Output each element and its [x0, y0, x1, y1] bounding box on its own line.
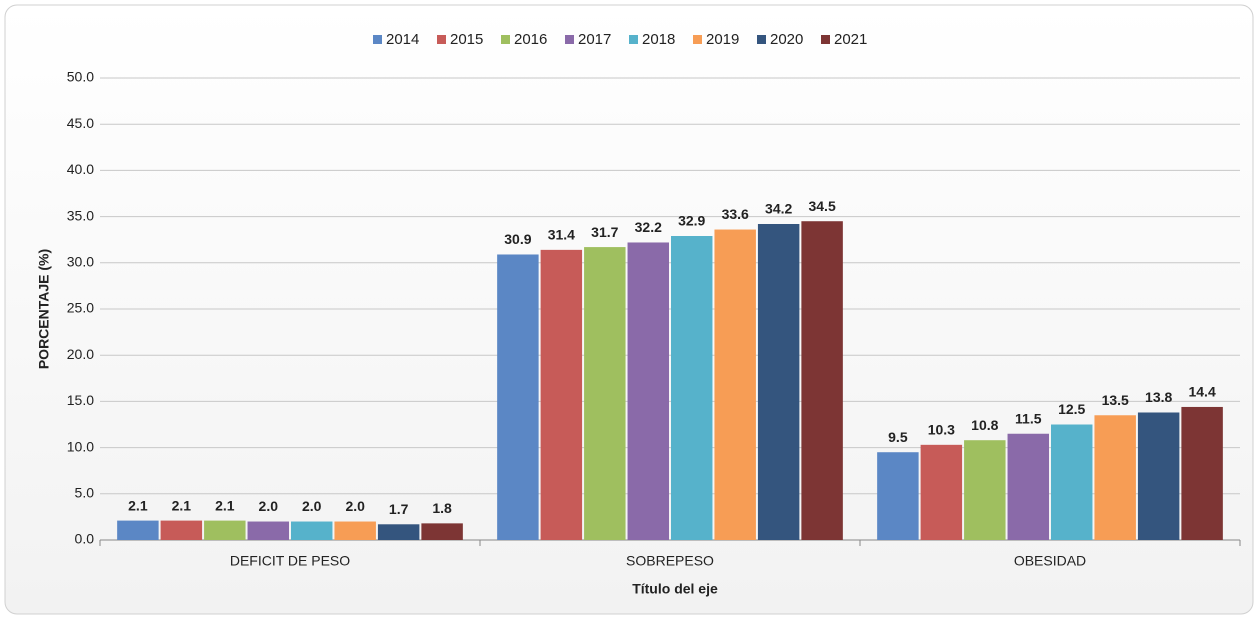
legend-label: 2018 [642, 31, 675, 48]
y-tick-label: 45.0 [67, 115, 94, 131]
value-label: 11.5 [1015, 410, 1042, 426]
value-label: 31.7 [591, 224, 618, 240]
value-label: 14.4 [1188, 384, 1215, 400]
x-tick-label: OBESIDAD [1014, 553, 1086, 569]
bar [1007, 433, 1049, 540]
value-label: 2.1 [172, 497, 192, 513]
value-label: 1.7 [389, 501, 409, 517]
y-tick-label: 50.0 [67, 69, 94, 85]
bar [801, 221, 843, 540]
bar [920, 444, 963, 540]
bar [964, 440, 1006, 540]
value-label: 2.1 [128, 497, 148, 513]
y-axis-title: PORCENTAJE (%) [36, 249, 52, 369]
legend-label: 2015 [450, 31, 483, 48]
legend-label: 2019 [706, 31, 739, 48]
bar [1137, 412, 1180, 540]
value-label: 32.2 [635, 219, 662, 235]
bar [757, 223, 800, 540]
legend-swatch [437, 35, 446, 44]
value-label: 12.5 [1058, 401, 1085, 417]
bar [497, 254, 539, 540]
bar [247, 521, 289, 540]
bar [714, 229, 756, 540]
y-tick-label: 10.0 [67, 438, 94, 454]
bar [117, 520, 159, 540]
value-label: 2.0 [345, 498, 365, 514]
legend-swatch [821, 35, 830, 44]
bar [584, 247, 626, 541]
bar [1094, 415, 1136, 540]
legend-label: 2014 [386, 31, 419, 48]
bar [1051, 424, 1093, 540]
bar [334, 521, 376, 540]
y-tick-label: 20.0 [67, 346, 94, 362]
value-label: 1.8 [432, 500, 452, 516]
y-tick-label: 30.0 [67, 254, 94, 270]
legend-label: 2021 [834, 31, 867, 48]
bar [627, 242, 669, 541]
bar [877, 452, 919, 540]
value-label: 10.8 [971, 417, 998, 433]
y-tick-label: 0.0 [75, 531, 95, 547]
bar [160, 520, 203, 540]
bar [291, 521, 333, 540]
bar [204, 520, 246, 540]
legend-swatch [629, 35, 638, 44]
bar [421, 523, 463, 540]
legend-swatch [757, 35, 766, 44]
y-tick-label: 35.0 [67, 207, 94, 223]
y-tick-label: 5.0 [75, 485, 95, 501]
value-label: 13.8 [1145, 389, 1172, 405]
value-label: 34.5 [808, 198, 835, 214]
value-label: 32.9 [678, 213, 705, 229]
x-tick-label: SOBREPESO [626, 553, 714, 569]
legend-swatch [373, 35, 382, 44]
y-tick-label: 40.0 [67, 161, 94, 177]
value-label: 13.5 [1102, 392, 1129, 408]
y-tick-label: 15.0 [67, 392, 94, 408]
bar [671, 236, 713, 540]
x-axis-title: Título del eje [632, 581, 718, 597]
legend-swatch [501, 35, 510, 44]
value-label: 33.6 [722, 206, 749, 222]
y-tick-label: 25.0 [67, 300, 94, 316]
legend-label: 2016 [514, 31, 547, 48]
value-label: 31.4 [548, 227, 575, 243]
legend-swatch [693, 35, 702, 44]
bar [1181, 406, 1223, 540]
value-label: 10.3 [928, 422, 955, 438]
value-label: 2.0 [302, 498, 322, 514]
legend-label: 2017 [578, 31, 611, 48]
value-label: 30.9 [504, 231, 531, 247]
value-label: 2.1 [215, 497, 235, 513]
value-label: 2.0 [259, 498, 279, 514]
legend-swatch [565, 35, 574, 44]
bar [377, 524, 420, 540]
bar [540, 249, 583, 540]
value-label: 34.2 [765, 201, 792, 217]
x-tick-label: DEFICIT DE PESO [230, 553, 350, 569]
value-label: 9.5 [888, 429, 908, 445]
legend-label: 2020 [770, 31, 803, 48]
